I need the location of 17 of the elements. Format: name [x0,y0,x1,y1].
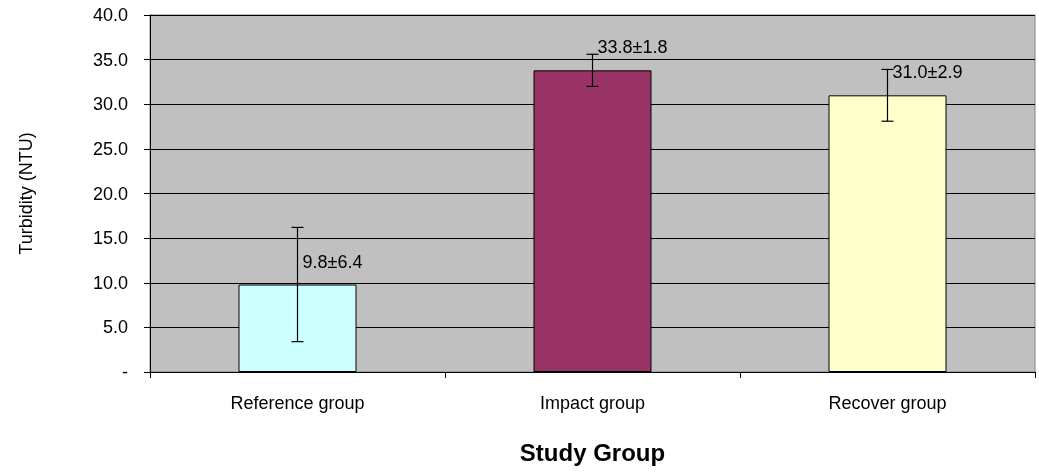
y-tick-label: 35.0 [92,49,128,70]
y-tick-label: - [122,362,128,382]
data-label: 31.0±2.9 [892,62,963,83]
data-label: 33.8±1.8 [597,37,668,58]
y-tick-label: 10.0 [92,272,128,293]
data-label: 9.8±6.4 [302,251,363,272]
x-tick-label: Reference group [230,393,365,413]
y-tick-label: 15.0 [92,228,128,249]
y-axis-title: Turbidity (NTU) [16,132,36,255]
y-tick-label: 30.0 [92,94,128,115]
y-tick-label: 20.0 [92,183,128,204]
y-tick-label: 5.0 [102,317,128,338]
x-tick-label: Impact group [539,393,646,413]
y-tick-label: 40.0 [92,5,128,25]
y-tick-label: 25.0 [92,138,128,159]
x-tick-label: Recover group [828,393,947,413]
x-axis-title: Study Group [519,438,666,466]
